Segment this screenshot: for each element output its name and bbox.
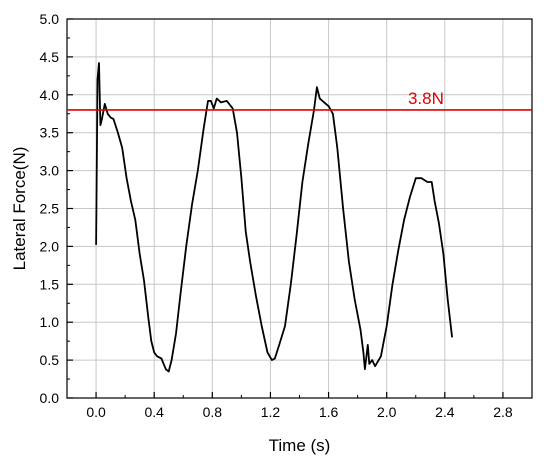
x-tick-label: 2.8: [493, 404, 513, 420]
y-axis-label: Lateral Force(N): [10, 147, 29, 271]
y-tick-label: 2.0: [40, 238, 60, 254]
x-tick-labels: 0.0 0.4 0.8 1.2 1.6 2.0 2.4 2.8: [86, 404, 513, 420]
y-tick-label: 0.0: [40, 390, 60, 406]
y-tick-label: 0.5: [40, 352, 60, 368]
x-tick-label: 0.8: [203, 404, 223, 420]
y-tick-label: 3.5: [40, 125, 60, 141]
x-tick-label: 2.4: [435, 404, 455, 420]
x-tick-label: 0.4: [144, 404, 164, 420]
x-tick-label: 1.2: [261, 404, 281, 420]
y-tick-label: 1.5: [40, 276, 60, 292]
x-tick-label: 2.0: [377, 404, 397, 420]
y-tick-label: 2.5: [40, 201, 60, 217]
y-tick-label: 4.0: [40, 87, 60, 103]
y-tick-label: 4.5: [40, 49, 60, 65]
reference-lines: 3.8N: [67, 89, 532, 111]
axis-ticks: [66, 18, 533, 399]
y-tick-labels: 0.0 0.5 1.0 1.5 2.0 2.5 3.0 3.5 4.0 4.5 5.0: [40, 11, 60, 406]
threshold-label: 3.8N: [408, 89, 444, 108]
x-axis-label: Time (s): [269, 436, 331, 455]
y-tick-label: 5.0: [40, 11, 60, 27]
y-tick-label: 3.0: [40, 163, 60, 179]
x-tick-label: 1.6: [319, 404, 339, 420]
force-series-line: [95, 62, 453, 373]
x-tick-label: 0.0: [86, 404, 106, 420]
y-tick-label: 1.0: [40, 314, 60, 330]
plot-area: [95, 62, 453, 373]
